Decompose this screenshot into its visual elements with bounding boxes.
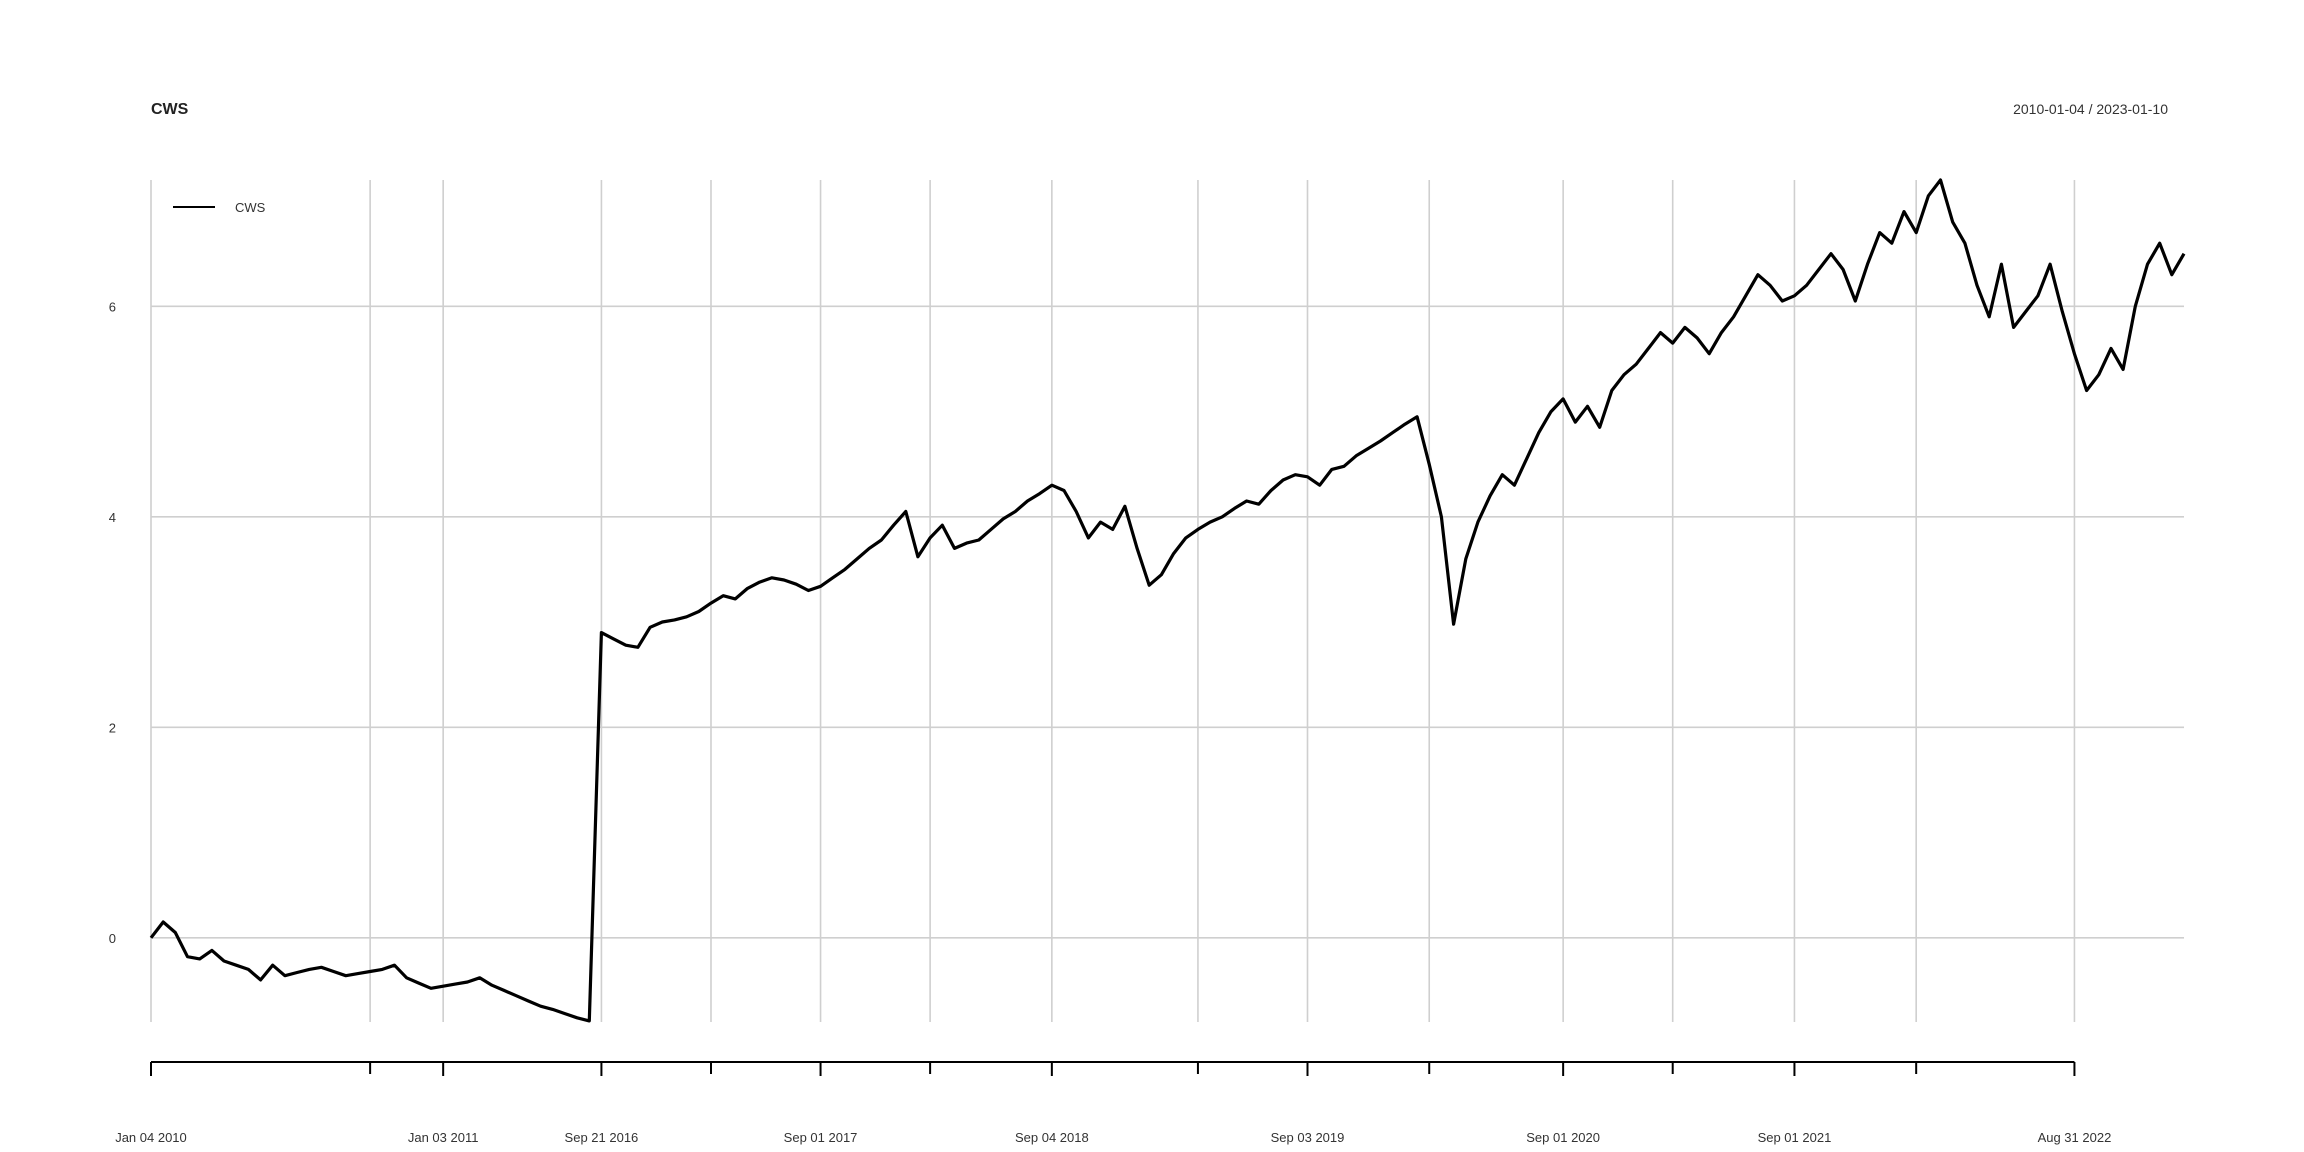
y-tick-label: 4 bbox=[109, 510, 116, 525]
x-tick-label: Jan 04 2010 bbox=[115, 1130, 187, 1145]
x-tick-label: Sep 21 2016 bbox=[565, 1130, 639, 1145]
chart-title: CWS bbox=[151, 101, 189, 118]
grid bbox=[150, 180, 2184, 1022]
y-axis: 0 2 4 6 bbox=[109, 299, 116, 946]
series-line-cws bbox=[149, 178, 2186, 1023]
y-tick-label: 6 bbox=[109, 299, 116, 314]
x-tick-label: Sep 03 2019 bbox=[1271, 1130, 1345, 1145]
y-tick-label: 0 bbox=[109, 931, 116, 946]
series-layer bbox=[149, 178, 2186, 1023]
x-tick-label: Sep 01 2020 bbox=[1526, 1130, 1600, 1145]
legend-label-cws: CWS bbox=[235, 200, 266, 215]
x-tick-label: Jan 03 2011 bbox=[408, 1130, 479, 1145]
date-range-label: 2010-01-04 / 2023-01-10 bbox=[2013, 101, 2168, 117]
legend: CWS bbox=[173, 200, 266, 215]
x-tick-label: Sep 04 2018 bbox=[1015, 1130, 1089, 1145]
y-tick-label: 2 bbox=[109, 720, 116, 735]
x-axis: Jan 04 2010 Jan 03 2011 Sep 21 2016 Sep 01 … bbox=[115, 1061, 2112, 1145]
x-tick-label: Sep 01 2021 bbox=[1758, 1130, 1832, 1145]
x-tick-label: Sep 01 2017 bbox=[784, 1130, 858, 1145]
x-tick-label: Aug 31 2022 bbox=[2038, 1130, 2112, 1145]
